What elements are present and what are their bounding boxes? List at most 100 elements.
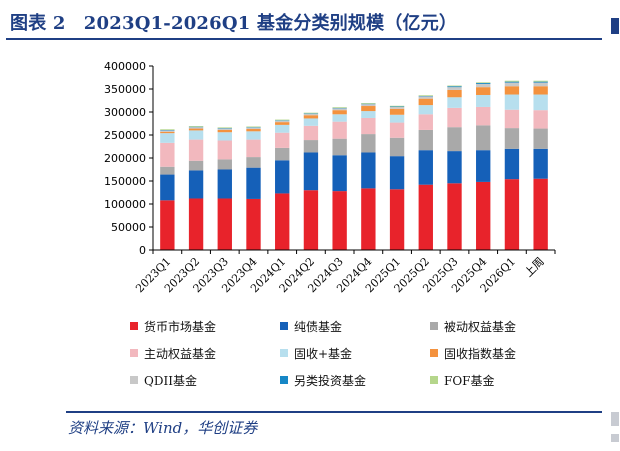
bar-segment bbox=[504, 179, 520, 250]
bar-segment bbox=[332, 138, 347, 156]
bar-segment bbox=[246, 127, 261, 130]
figure-title-bar: 图表 2 2023Q1-2026Q1 基金分类别规模（亿元） bbox=[6, 6, 602, 38]
bar-segment bbox=[389, 106, 405, 109]
bar-segment bbox=[389, 189, 405, 250]
legend-label: FOF基金 bbox=[444, 373, 495, 388]
legend-label: 另类投资基金 bbox=[294, 373, 367, 388]
bar-segment bbox=[160, 142, 175, 167]
bar-segment bbox=[188, 139, 204, 161]
bar-segment bbox=[160, 129, 175, 130]
bar-segment bbox=[160, 131, 175, 134]
source-rule bbox=[66, 411, 602, 413]
bar-segment bbox=[418, 105, 433, 115]
bar-segment bbox=[332, 121, 347, 139]
title-rule bbox=[6, 38, 602, 40]
bar-segment bbox=[418, 98, 433, 106]
bar-segment bbox=[476, 94, 491, 107]
bar-segment bbox=[418, 95, 433, 96]
bar-segment bbox=[188, 128, 204, 131]
bar-segment bbox=[533, 86, 548, 95]
y-tick-label: 50000 bbox=[111, 221, 146, 234]
legend-label: 被动权益基金 bbox=[444, 319, 517, 334]
bar-segment bbox=[188, 160, 204, 171]
bar-segment bbox=[533, 82, 548, 87]
bar-segment bbox=[389, 122, 405, 138]
bar-segment bbox=[389, 137, 405, 157]
bar-segment bbox=[447, 89, 462, 98]
bar-segment bbox=[533, 148, 548, 179]
bar-segment bbox=[361, 152, 376, 189]
legend-item: 主动权益基金 bbox=[130, 345, 216, 361]
bar-segment bbox=[533, 81, 548, 83]
bar-segment bbox=[332, 155, 347, 192]
bar-segment bbox=[533, 94, 548, 111]
bar-segment bbox=[504, 128, 520, 149]
legend-label: 主动权益基金 bbox=[144, 346, 217, 361]
bar-segment bbox=[476, 150, 491, 182]
legend-label: 固收+基金 bbox=[294, 346, 353, 361]
bar-segment bbox=[160, 133, 175, 143]
bar-segment bbox=[361, 117, 376, 135]
bar-segment bbox=[504, 86, 520, 95]
bar-segment bbox=[275, 120, 290, 123]
bar-segment bbox=[504, 148, 520, 180]
adjacent-figure-edge-bottom bbox=[611, 434, 619, 442]
y-tick-label: 400000 bbox=[104, 60, 146, 73]
bar-segment bbox=[246, 198, 261, 250]
bar-segment bbox=[217, 198, 232, 250]
bar-segment bbox=[447, 107, 462, 128]
bar-segment bbox=[217, 169, 232, 199]
bar-segment bbox=[389, 114, 405, 123]
bar-segment bbox=[447, 183, 462, 250]
legend-swatch bbox=[280, 376, 288, 384]
legend-label: 纯债基金 bbox=[294, 319, 343, 334]
bar-segment bbox=[476, 82, 491, 84]
x-axis: 2023Q12023Q22023Q32023Q42024Q12024Q22024… bbox=[133, 249, 556, 295]
y-tick-label: 200000 bbox=[104, 152, 146, 165]
bar-segment bbox=[217, 140, 232, 160]
bar-segment bbox=[504, 80, 520, 82]
bar-segment bbox=[246, 126, 261, 128]
bar-segment bbox=[303, 190, 319, 250]
bar-segment bbox=[217, 132, 232, 141]
legend-swatch bbox=[430, 322, 438, 330]
bar-segment bbox=[160, 200, 175, 250]
bar-segment bbox=[447, 85, 462, 87]
bar-segment bbox=[275, 119, 290, 121]
y-tick-label: 250000 bbox=[104, 129, 146, 142]
bar-segment bbox=[389, 105, 405, 107]
bar-segment bbox=[389, 156, 405, 190]
bar-segment bbox=[504, 109, 520, 129]
bar-segment bbox=[188, 170, 204, 199]
bar-segment bbox=[418, 129, 433, 151]
bar-segment bbox=[361, 111, 376, 118]
bar-segment bbox=[303, 113, 319, 116]
bar-segment bbox=[332, 191, 347, 250]
bar-segment bbox=[303, 115, 319, 119]
legend-item: 另类投资基金 bbox=[280, 372, 366, 388]
bar-segment bbox=[361, 103, 376, 104]
bar-segment bbox=[418, 96, 433, 99]
bar-segment bbox=[447, 87, 462, 90]
bar-segment bbox=[303, 140, 319, 153]
bar-segment bbox=[504, 94, 520, 110]
legend-item: 固收+基金 bbox=[280, 345, 352, 361]
bar-segment bbox=[188, 127, 204, 129]
bar-segment bbox=[217, 128, 232, 130]
bar-segment bbox=[303, 118, 319, 126]
bar-segment bbox=[188, 130, 204, 140]
bar-segment bbox=[246, 139, 261, 158]
legend-label: 固收指数基金 bbox=[444, 346, 517, 361]
bar-segment bbox=[504, 82, 520, 87]
bar-segment bbox=[533, 80, 548, 82]
adjacent-figure-edge bbox=[611, 18, 619, 34]
legend-swatch bbox=[430, 349, 438, 357]
bar-segment bbox=[275, 122, 290, 125]
bar-segment bbox=[160, 130, 175, 132]
bar-segment bbox=[332, 110, 347, 115]
bar-segment bbox=[418, 114, 433, 130]
bar-segment bbox=[246, 129, 261, 132]
bar-segment bbox=[476, 87, 491, 95]
bar-segment bbox=[447, 127, 462, 152]
bar-segment bbox=[447, 86, 462, 88]
